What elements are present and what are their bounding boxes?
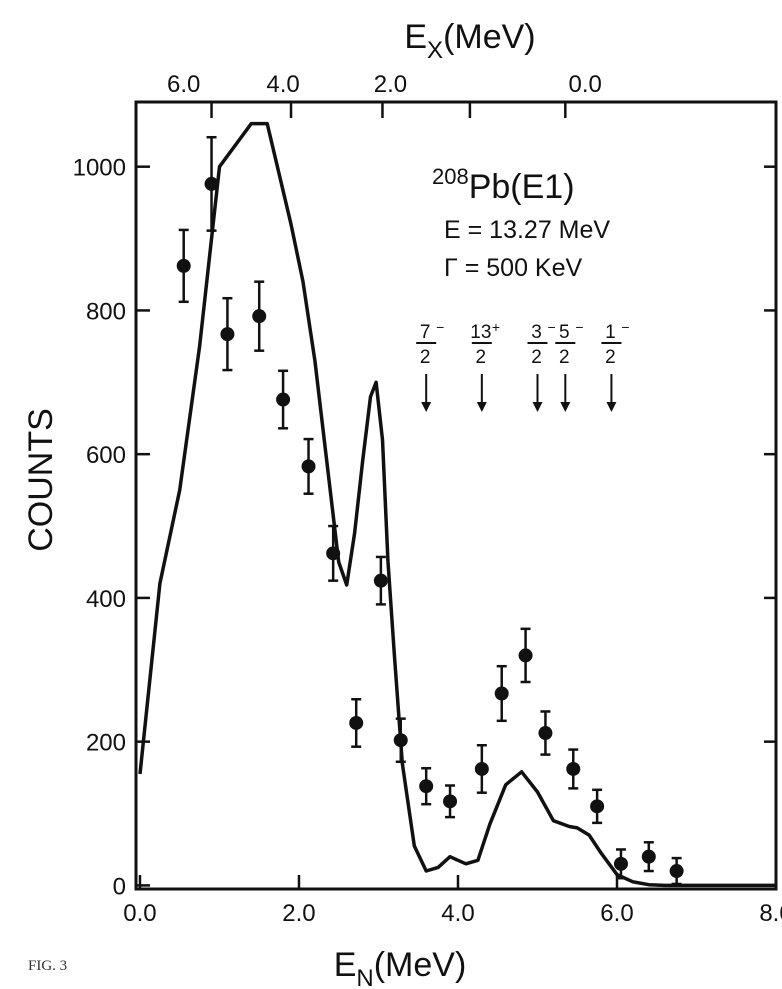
data-point xyxy=(443,794,458,809)
data-point xyxy=(641,849,656,864)
width-label: Γ = 500 KeV xyxy=(444,254,582,282)
data-point xyxy=(538,726,553,741)
plot-frame xyxy=(134,100,778,891)
level-marker-sign: − xyxy=(575,319,583,335)
top-tick-label: 6.0 xyxy=(167,71,200,98)
data-point xyxy=(252,309,267,324)
data-point xyxy=(349,715,364,730)
y-tick-label: 800 xyxy=(86,298,126,325)
level-marker-arrow-head xyxy=(560,402,571,412)
nucleus-label: 208Pb(E1) xyxy=(432,164,575,206)
level-marker-arrow-head xyxy=(532,402,543,412)
theory-curve xyxy=(138,121,776,888)
x-tick-label: 0.0 xyxy=(123,900,156,927)
level-markers: 7 −213 +23 −25 −21 −2 xyxy=(416,319,630,412)
data-point xyxy=(176,258,191,273)
level-marker-numerator: 1 xyxy=(605,322,616,343)
level-marker-numerator: 3 xyxy=(531,322,542,343)
ticks-layer: 0.0 2.0 4.0 6.0 8.0 0 200 400 600 800 1000 6.0 4.0 2.… xyxy=(73,71,782,927)
level-marker-arrow-head xyxy=(421,402,432,412)
data-point xyxy=(494,686,509,701)
data-point xyxy=(669,864,684,879)
data-point xyxy=(590,799,605,814)
level-marker-sign: − xyxy=(621,319,629,335)
y-tick-label: 1000 xyxy=(73,155,126,182)
top-axis-title: EX(MeV) xyxy=(404,18,535,64)
top-tick-label: 0.0 xyxy=(569,71,602,98)
x-axis-title: EN(MeV) xyxy=(334,946,467,989)
level-marker-denominator: 2 xyxy=(420,347,431,368)
figure-caption: FIG. 3 xyxy=(28,958,68,974)
level-marker-sign: − xyxy=(547,319,555,335)
data-point xyxy=(566,761,581,776)
data-point xyxy=(613,856,628,871)
x-tick-label: 6.0 xyxy=(600,900,633,927)
x-tick-label: 8.0 xyxy=(759,900,782,927)
level-marker-numerator: 13 xyxy=(470,322,491,343)
energy-label: E = 13.27 MeV xyxy=(444,216,610,244)
level-marker-numerator: 7 xyxy=(420,322,431,343)
y-tick-label: 200 xyxy=(86,730,126,757)
y-tick-label: 400 xyxy=(86,586,126,613)
data-point xyxy=(474,761,489,776)
top-tick-label: 4.0 xyxy=(266,71,299,98)
data-point xyxy=(301,459,316,474)
data-point xyxy=(220,327,235,342)
data-point xyxy=(373,573,388,588)
data-point xyxy=(419,779,434,794)
x-tick-label: 4.0 xyxy=(441,900,474,927)
curve-layer xyxy=(138,121,776,888)
y-tick-label: 0 xyxy=(113,873,126,900)
level-marker-sign: − xyxy=(436,319,444,335)
level-marker-arrow-head xyxy=(476,402,487,412)
level-marker-sign: + xyxy=(492,319,500,335)
data-point xyxy=(326,546,341,561)
y-axis-title: COUNTS xyxy=(22,408,60,552)
y-tick-label: 600 xyxy=(86,442,126,469)
level-marker-numerator: 5 xyxy=(559,322,570,343)
points-layer xyxy=(176,135,684,886)
x-tick-label: 2.0 xyxy=(282,900,315,927)
data-point xyxy=(393,733,408,748)
level-marker-denominator: 2 xyxy=(531,347,542,368)
level-marker-denominator: 2 xyxy=(476,347,487,368)
data-point xyxy=(518,648,533,663)
top-tick-label: 2.0 xyxy=(374,71,407,98)
level-marker-denominator: 2 xyxy=(605,347,616,368)
level-marker-arrow-head xyxy=(606,402,617,412)
data-point xyxy=(204,176,219,191)
level-marker-denominator: 2 xyxy=(559,347,570,368)
data-point xyxy=(276,392,291,407)
